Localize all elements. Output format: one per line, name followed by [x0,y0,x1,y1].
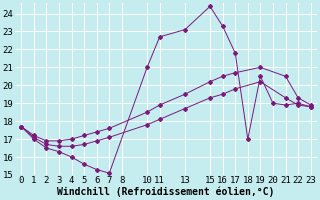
X-axis label: Windchill (Refroidissement éolien,°C): Windchill (Refroidissement éolien,°C) [57,187,275,197]
